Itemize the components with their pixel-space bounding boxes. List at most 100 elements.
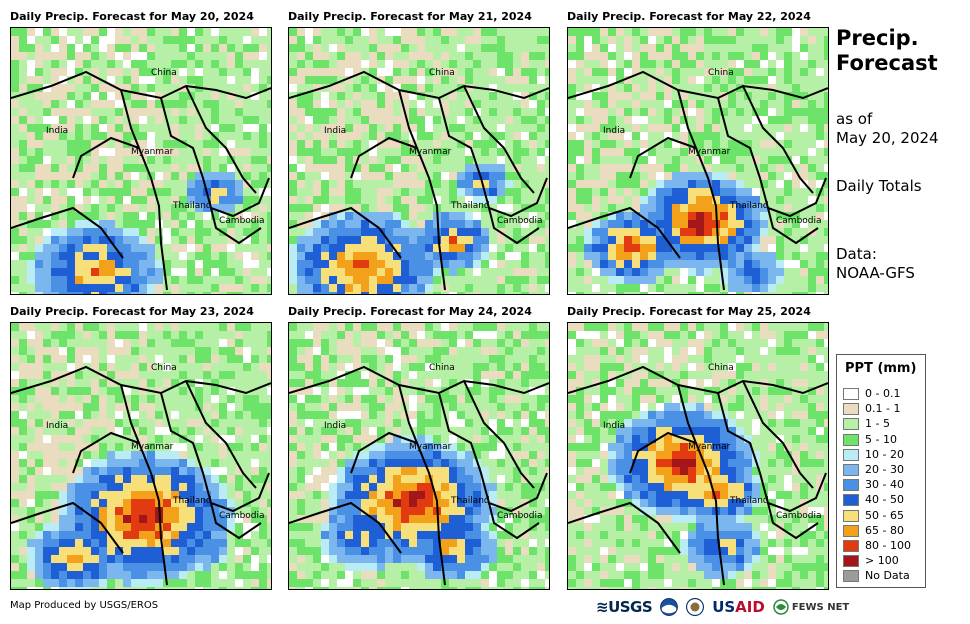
map-label-myanmar: Myanmar: [409, 147, 452, 157]
map-label-myanmar: Myanmar: [688, 147, 731, 157]
country-border: [488, 207, 540, 245]
legend-label: 65 - 80: [865, 523, 904, 537]
map-label-china: China: [151, 68, 177, 78]
usaid-aid-text: AID: [735, 598, 765, 616]
precip-map: China India Myanmar Thailand Cambodia: [567, 27, 829, 295]
legend-item: 50 - 65: [843, 509, 904, 523]
legend-label: 40 - 50: [865, 493, 904, 507]
map-label-india: India: [46, 126, 68, 136]
legend-swatch: [843, 433, 859, 446]
legend-label: > 100: [865, 554, 899, 568]
precip-map: China India Myanmar Thailand Cambodia: [10, 27, 272, 295]
legend-swatch: [843, 509, 859, 522]
panel-title: Daily Precip. Forecast for May 24, 2024: [288, 305, 532, 318]
usgs-wave-icon: ≋: [596, 598, 609, 616]
country-border: [72, 136, 140, 179]
map-label-india: India: [603, 421, 625, 431]
country-border: [568, 206, 681, 259]
panel-title: Daily Precip. Forecast for May 25, 2024: [567, 305, 811, 318]
map-label-cambodia: Cambodia: [497, 216, 543, 226]
map-label-myanmar: Myanmar: [688, 442, 731, 452]
map-label-india: India: [46, 421, 68, 431]
legend-label: 5 - 10: [865, 432, 897, 446]
usaid-us-text: US: [712, 598, 736, 616]
legend-item: 1 - 5: [843, 417, 890, 431]
fews-net-logo: FEWS NET: [773, 599, 849, 615]
map-label-india: India: [324, 421, 346, 431]
legend-swatch: [843, 388, 859, 400]
map-svg: China India Myanmar Thailand Cambodia: [568, 323, 828, 589]
country-border: [398, 384, 446, 586]
map-label-india: India: [324, 126, 346, 136]
map-svg: China India Myanmar Thailand Cambodia: [11, 28, 271, 294]
panel-title: Daily Precip. Forecast for May 23, 2024: [10, 305, 254, 318]
country-border: [438, 97, 548, 218]
panel-title: Daily Precip. Forecast for May 20, 2024: [10, 10, 254, 23]
country-border: [160, 97, 270, 218]
country-border: [350, 136, 418, 179]
country-border: [185, 85, 257, 194]
country-border: [120, 89, 168, 291]
fews-globe-icon: [773, 599, 789, 615]
legend-swatch: [843, 464, 859, 476]
map-svg: China India Myanmar Thailand Cambodia: [568, 28, 828, 294]
country-border: [120, 384, 168, 586]
legend-item: 10 - 20: [843, 448, 904, 462]
map-label-thailand: Thailand: [450, 201, 490, 211]
precip-map: China India Myanmar Thailand Cambodia: [288, 27, 550, 295]
country-border: [350, 431, 418, 474]
side-title: Precip. Forecast: [836, 26, 938, 76]
noaa-seal-icon: [660, 598, 679, 616]
legend-title: PPT (mm): [845, 361, 917, 376]
country-border: [185, 380, 257, 489]
as-of-date: May 20, 2024: [836, 129, 939, 147]
country-border: [289, 501, 402, 554]
legend-item: 20 - 30: [843, 463, 904, 477]
country-border: [11, 206, 124, 259]
legend-item: 0 - 0.1: [843, 387, 900, 401]
map-label-china: China: [429, 68, 455, 78]
country-border: [398, 89, 446, 291]
country-border: [717, 97, 827, 218]
side-title-line2: Forecast: [836, 51, 938, 75]
legend-label: 50 - 65: [865, 508, 904, 522]
legend-label: 0 - 0.1: [865, 387, 901, 400]
precip-map: China India Myanmar Thailand Cambodia: [567, 322, 829, 590]
country-border: [488, 502, 540, 540]
country-border: [210, 502, 262, 540]
country-border: [629, 136, 697, 179]
as-of-label: as of: [836, 110, 873, 128]
fews-net-text: FEWS NET: [791, 601, 850, 613]
map-label-cambodia: Cambodia: [776, 216, 822, 226]
precip-map: China India Myanmar Thailand Cambodia: [10, 322, 272, 590]
country-border: [717, 392, 827, 513]
usaid-logo: USAID: [712, 598, 765, 616]
legend-label: 1 - 5: [865, 417, 890, 431]
logo-bar: ≋USGS USAID FEWS NET: [596, 596, 849, 618]
country-border: [289, 206, 402, 259]
map-svg: China India Myanmar Thailand Cambodia: [289, 323, 549, 589]
legend-swatch: [843, 403, 859, 416]
map-label-cambodia: Cambodia: [219, 511, 265, 521]
country-border: [677, 89, 725, 291]
country-border: [767, 207, 819, 245]
map-svg: China India Myanmar Thailand Cambodia: [289, 28, 549, 294]
country-border: [767, 502, 819, 540]
map-label-cambodia: Cambodia: [776, 511, 822, 521]
data-source-block: Data: NOAA-GFS: [836, 245, 915, 283]
legend-item: 30 - 40: [843, 478, 904, 492]
map-label-china: China: [708, 68, 734, 78]
legend-swatch: [843, 448, 859, 461]
map-label-thailand: Thailand: [172, 201, 212, 211]
country-border: [742, 85, 814, 194]
legend-label: 30 - 40: [865, 478, 904, 492]
side-title-line1: Precip.: [836, 26, 919, 50]
legend-swatch: [843, 540, 859, 552]
legend-label: No Data: [865, 569, 910, 583]
map-label-thailand: Thailand: [729, 496, 769, 506]
map-label-myanmar: Myanmar: [131, 442, 174, 452]
legend-swatch: [843, 494, 859, 507]
country-border: [742, 380, 814, 489]
country-border: [568, 501, 681, 554]
